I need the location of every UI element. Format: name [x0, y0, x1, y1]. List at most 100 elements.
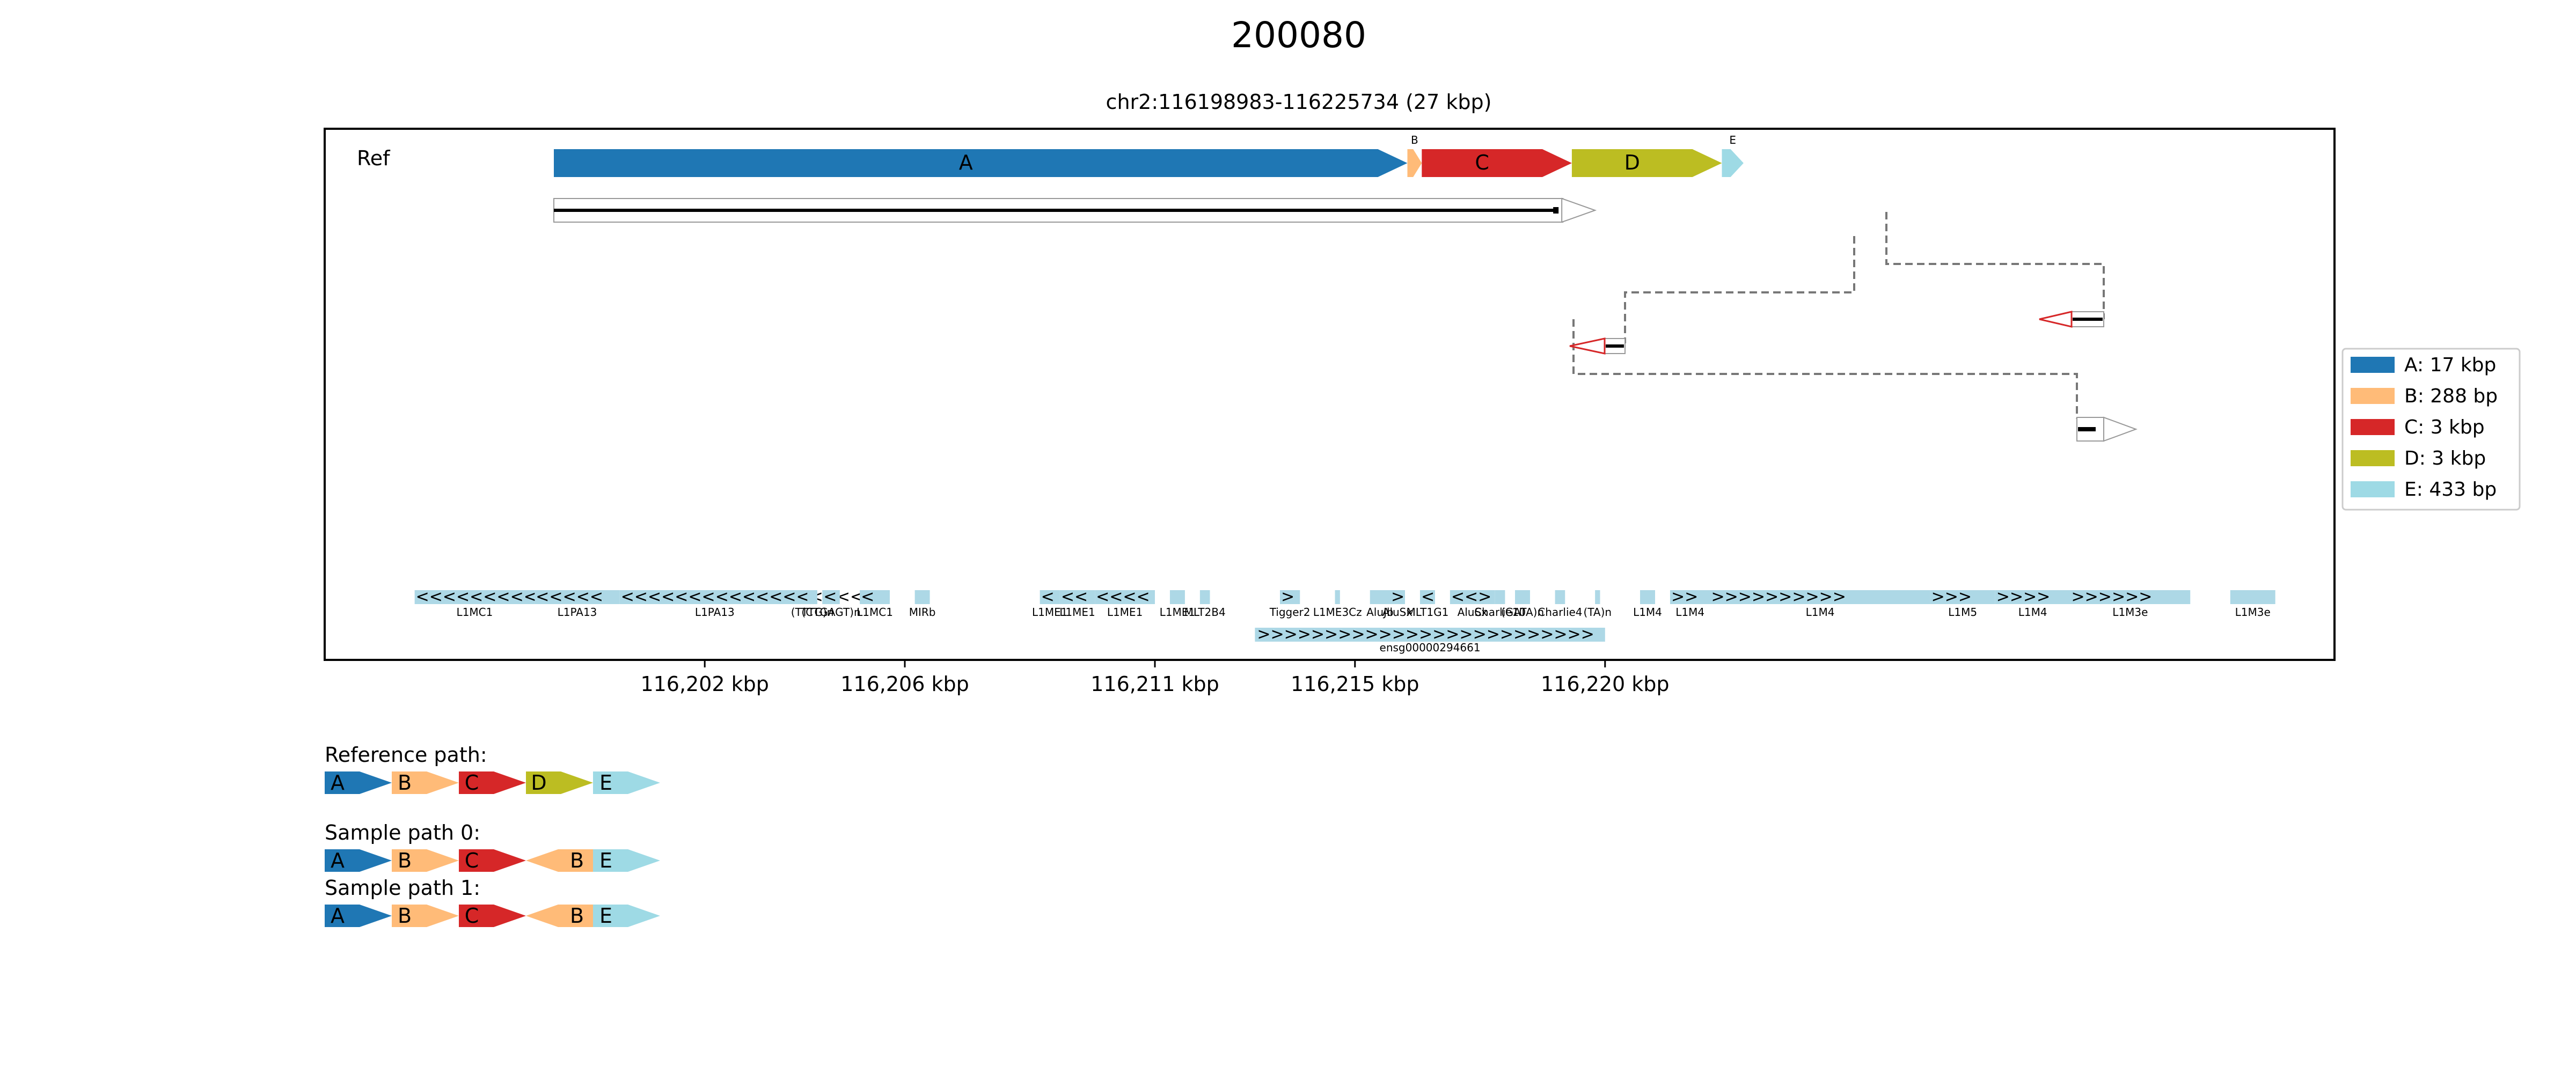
path-1-segment-0 [325, 849, 392, 872]
repeat-label-21: (TA)n [1583, 606, 1612, 619]
region-subtitle: chr2:116198983-116225734 (27 kbp) [1106, 90, 1492, 114]
repeat-element-19 [1515, 590, 1530, 604]
path-2-segment-label-1: B [398, 904, 412, 928]
alignment-arrow-1 [2039, 311, 2073, 328]
repeat-label-14: AluJb [1366, 606, 1394, 619]
path-0-segment-label-4: E [599, 771, 612, 795]
repeat-strand-8: << [1061, 587, 1088, 606]
block-c [1422, 149, 1572, 177]
repeat-strand-5: < [861, 587, 874, 606]
block-label-c: C [1475, 151, 1489, 174]
alignment-tracks [553, 197, 2138, 442]
repeat-element-27 [2070, 590, 2191, 604]
block-label-b: B [1411, 134, 1418, 146]
legend-entry-2: C: 3 kbp [2404, 416, 2485, 438]
block-label-d: D [1624, 151, 1640, 174]
path-2-segment-label-2: C [465, 904, 479, 928]
repeat-element-6 [914, 590, 930, 604]
repeat-strand-17: <<> [1451, 587, 1491, 606]
path-2-segment-label-4: E [599, 904, 612, 928]
repeat-element-2 [619, 590, 810, 604]
repeat-label-5: L1MC1 [857, 606, 893, 619]
path-1-segment-label-3: B [570, 849, 584, 872]
path-2-segment-2 [459, 905, 526, 927]
repeat-strand-25: >>> [1931, 587, 1972, 606]
repeat-element-1 [535, 590, 620, 604]
repeat-label-25: L1M5 [1948, 606, 1977, 619]
repeat-label-6: MIRb [909, 606, 936, 619]
path-1-segment-4 [593, 849, 660, 872]
repeat-annotations: <<<<<<<<<<L1MC1<<<<<L1PA13<<<<<<<<<<<<<<… [414, 587, 2275, 619]
path-label-1: Sample path 0: [325, 821, 480, 844]
path-1-segment-label-0: A [331, 849, 345, 872]
path-1-segment-label-4: E [599, 849, 612, 872]
repeat-strand-15: > [1391, 587, 1404, 606]
figure-title: 200080 [1231, 14, 1366, 56]
repeat-label-26: L1M4 [2018, 606, 2047, 619]
alignment-link-0 [1624, 236, 1855, 343]
path-2-segment-label-0: A [331, 904, 345, 928]
repeat-label-23: L1M4 [1675, 606, 1704, 619]
x-tick-label-0: 116,202 kbp [640, 672, 769, 696]
repeat-element-4 [822, 590, 840, 604]
path-2-segment-0 [325, 905, 392, 927]
repeat-label-7: L1ME1 [1032, 606, 1067, 619]
repeat-label-15: AluSx [1382, 606, 1413, 619]
alignment-end-0 [1553, 207, 1559, 214]
repeat-element-10 [1169, 590, 1185, 604]
repeat-element-8 [1059, 590, 1095, 604]
alignment-links [1572, 212, 2105, 418]
path-0-segment-label-0: A [331, 771, 345, 795]
repeat-label-22: L1M4 [1633, 606, 1662, 619]
legend: A: 17 kbp B: 288 bp C: 3 kbp D: 3 kbp E: 433… [2341, 348, 2521, 511]
alignment-link-1 [1885, 212, 2105, 319]
repeat-element-7 [1040, 590, 1060, 604]
legend-entry-3: D: 3 kbp [2404, 447, 2486, 469]
repeat-element-18 [1495, 590, 1505, 604]
repeat-label-11: MLT2B4 [1184, 606, 1226, 619]
repeat-element-23 [1670, 590, 1710, 604]
repeat-label-19: (GATA)n [1501, 606, 1544, 619]
repeat-label-2: L1PA13 [695, 606, 735, 619]
repeat-element-13 [1335, 590, 1340, 604]
repeat-element-5 [860, 590, 890, 604]
repeat-element-0 [414, 590, 535, 604]
path-0-segment-1 [392, 771, 459, 794]
repeat-strand-0: <<<<<<<<<< [416, 587, 551, 606]
plot-frame [324, 128, 2336, 661]
path-1-segment-2 [459, 849, 526, 872]
legend-entry-4: E: 433 bp [2404, 479, 2497, 501]
repeat-element-22 [1640, 590, 1655, 604]
block-label-a: A [959, 151, 973, 174]
repeat-strand-27: >>>>>> [2072, 587, 2153, 606]
repeat-label-20: Charlie4 [1538, 606, 1582, 619]
repeat-strand-9: <<<< [1096, 587, 1150, 606]
repeat-label-28: L1M3e [2235, 606, 2271, 619]
repeat-element-21 [1595, 590, 1600, 604]
repeat-label-10: L1ME1 [1160, 606, 1195, 619]
legend-swatch-1 [2351, 388, 2395, 404]
repeat-element-20 [1555, 590, 1565, 604]
repeat-label-17: AluSx [1458, 606, 1488, 619]
gene-strand-0: >>>>>>>>>>>>>>>>>>>>>>>>> [1257, 625, 1594, 644]
path-2-segment-label-3: B [570, 904, 584, 928]
path-0-segment-2 [459, 771, 526, 794]
block-e [1722, 149, 1744, 177]
legend-swatch-3 [2351, 450, 2395, 466]
repeat-element-24 [1710, 590, 1930, 604]
repeat-label-3: (TTTG)n [791, 606, 834, 619]
path-0-segment-0 [325, 771, 392, 794]
repeat-strand-1: <<<<< [536, 587, 603, 606]
repeat-strand-16: < [1421, 587, 1435, 606]
repeat-label-8: L1ME1 [1059, 606, 1095, 619]
block-b [1407, 149, 1422, 177]
path-0-segment-3 [526, 771, 593, 794]
path-1-segment-1 [392, 849, 459, 872]
repeat-label-1: L1PA13 [558, 606, 597, 619]
legend-swatch-2 [2351, 419, 2395, 435]
repeat-label-24: L1M4 [1806, 606, 1835, 619]
path-label-2: Sample path 1: [325, 876, 480, 900]
path-1-segment-3 [526, 849, 593, 872]
